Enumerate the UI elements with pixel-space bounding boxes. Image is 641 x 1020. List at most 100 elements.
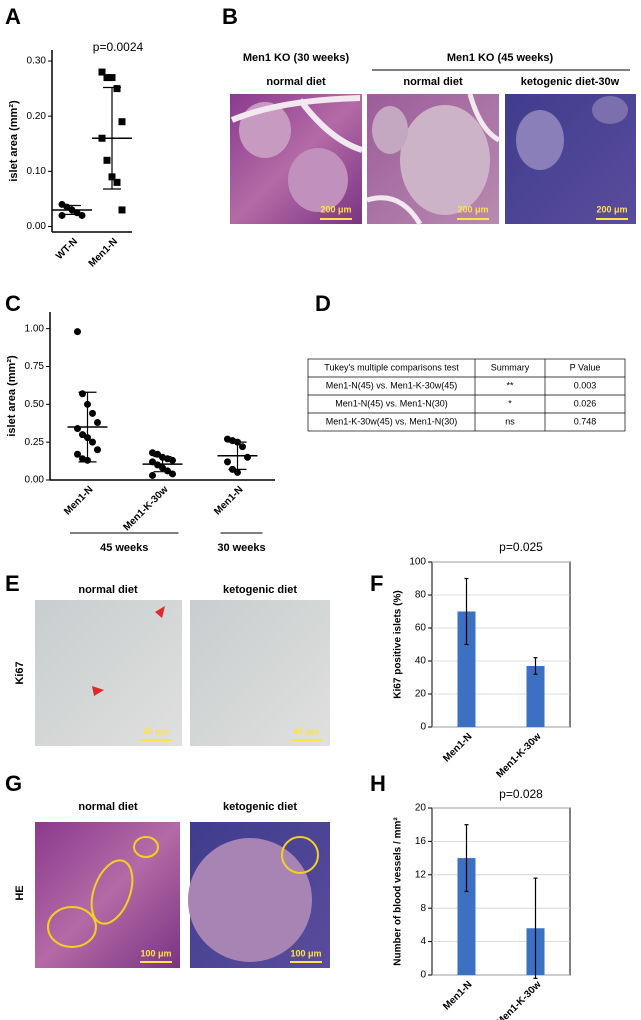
x-tick-label: Men1-K-30w <box>121 484 170 533</box>
image-label: normal diet <box>78 801 138 813</box>
y-tick-label: 1.00 <box>25 323 45 334</box>
y-tick-label: 8 <box>420 903 426 914</box>
y-tick-label: 4 <box>420 936 426 947</box>
data-point <box>169 456 176 464</box>
data-point <box>239 443 246 451</box>
y-tick-label: 16 <box>415 836 427 847</box>
data-point <box>108 74 116 82</box>
table-cell: Men1-N(45) vs. Men1-K-30w(45) <box>326 380 458 390</box>
y-tick-label: 100 <box>409 557 426 568</box>
data-point <box>118 206 126 214</box>
data-point <box>113 178 121 186</box>
y-tick-label: 20 <box>415 803 427 814</box>
error-bar <box>464 824 469 893</box>
y-axis-label: Ki67 positive islets (%) <box>393 590 404 698</box>
y-tick-label: 0.25 <box>25 437 45 448</box>
error-bar <box>103 86 121 190</box>
y-tick-label: 20 <box>415 689 427 700</box>
bar <box>457 611 476 727</box>
scale-bar-label: 100 μm <box>290 948 321 958</box>
panel-letter: H <box>370 771 386 796</box>
y-axis-label: Number of blood vessels / mm² <box>393 817 404 966</box>
data-point <box>118 118 126 126</box>
y-tick-label: 12 <box>415 869 427 880</box>
scale-bar-label: 100 μm <box>140 948 171 958</box>
data-point <box>103 74 111 82</box>
data-point <box>149 471 156 479</box>
micrograph: 200 μm <box>505 94 636 224</box>
y-tick-label: 0.10 <box>27 166 47 177</box>
table: Tukey's multiple comparisons test Summary… <box>307 358 626 432</box>
panel-letter: C <box>5 291 21 316</box>
x-tick-label: WT-N <box>54 236 80 262</box>
bar <box>457 858 476 975</box>
data-point <box>58 211 66 219</box>
micrograph: 200 μm <box>366 93 501 226</box>
table-header: Tukey's multiple comparisons test <box>324 362 459 372</box>
p-value: p=0.0024 <box>93 40 144 54</box>
y-axis-label: islet area (mm²) <box>8 100 20 182</box>
table-cell: ** <box>506 380 514 390</box>
y-tick-label: 0.30 <box>27 56 47 67</box>
group-label: 45 weeks <box>100 542 148 554</box>
p-value: p=0.028 <box>499 787 543 801</box>
x-tick-label: Men1-K-30w <box>494 979 543 1020</box>
error-bar <box>228 441 247 471</box>
panel-letter: A <box>5 4 21 29</box>
data-point <box>74 450 81 458</box>
data-point <box>113 85 121 93</box>
y-tick-label: 0.00 <box>27 221 47 232</box>
error-bar <box>63 204 81 215</box>
data-point <box>79 390 86 398</box>
table-cell: Men1-N(45) vs. Men1-N(30) <box>335 398 448 408</box>
micrograph: 40 μm <box>35 600 182 746</box>
error-bar <box>78 391 97 463</box>
x-tick-label: Men1-N <box>62 484 95 517</box>
x-tick-label: Men1-N <box>212 484 245 517</box>
scale-bar-label: 40 μm <box>143 726 169 736</box>
panel-letter: B <box>222 4 238 29</box>
data-point <box>244 453 251 461</box>
scale-bar-label: 200 μm <box>596 204 627 214</box>
p-value: p=0.025 <box>499 540 543 554</box>
image-label: normal diet <box>266 76 326 88</box>
data-point <box>98 68 106 76</box>
plot-area <box>431 561 571 728</box>
x-tick-label: Men1-N <box>441 731 474 764</box>
table-cell: * <box>508 398 512 408</box>
error-bar <box>533 877 538 979</box>
image-label: normal diet <box>78 584 138 596</box>
image-label: ketogenic diet <box>223 584 297 596</box>
micrograph: 100 μm <box>188 822 330 968</box>
image-label: ketogenic diet-30w <box>521 76 620 88</box>
table-cell: Men1-K-30w(45) vs. Men1-N(30) <box>326 416 458 426</box>
y-tick-label: 0.20 <box>27 111 47 122</box>
image-label: normal diet <box>403 76 463 88</box>
x-tick-label: Men1-N <box>441 979 474 1012</box>
data-point <box>74 328 81 336</box>
micrograph: 200 μm <box>230 94 363 224</box>
y-tick-label: 0.75 <box>25 361 45 372</box>
scale-bar-label: 200 μm <box>457 204 488 214</box>
y-tick-label: 0 <box>420 722 426 733</box>
y-tick-label: 0.00 <box>25 475 45 486</box>
scale-bar-label: 200 μm <box>320 204 351 214</box>
data-point <box>89 409 96 417</box>
data-point <box>224 458 231 466</box>
data-point <box>234 468 241 476</box>
panel-letter: E <box>5 571 20 596</box>
plot-area <box>431 807 571 976</box>
table-cell: 0.748 <box>574 416 597 426</box>
scale-bar-label: 40 μm <box>293 726 319 736</box>
data-point <box>103 156 111 164</box>
bar <box>526 665 545 727</box>
panel-letter: D <box>315 291 331 316</box>
data-point <box>94 446 101 454</box>
panel-letter: F <box>370 571 383 596</box>
error-bar <box>464 577 469 646</box>
error-bar <box>533 657 538 675</box>
data-point <box>78 211 86 219</box>
row-label: Ki67 <box>14 661 26 684</box>
